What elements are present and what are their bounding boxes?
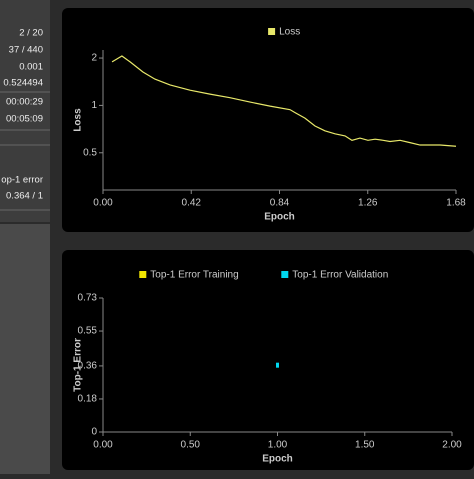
y-tick-label: 0.73 bbox=[78, 293, 98, 304]
x-tick-label: 0.42 bbox=[182, 198, 202, 209]
legend-swatch bbox=[268, 28, 276, 35]
y-tick-label: 0.55 bbox=[78, 326, 98, 337]
x-tick-label: 0.00 bbox=[93, 440, 113, 451]
status-value: 00:05:09 bbox=[6, 114, 43, 125]
legend-label: Loss bbox=[279, 27, 300, 38]
legend-label: Top-1 Error Validation bbox=[292, 270, 388, 281]
status-value: 2 / 20 bbox=[19, 28, 43, 39]
y-tick-label: 0.5 bbox=[83, 147, 97, 158]
y-tick-label: 0 bbox=[91, 427, 97, 438]
status-value: 37 / 440 bbox=[9, 45, 43, 56]
y-axis-label: Top-1 Error bbox=[73, 338, 84, 392]
status-value: 00:00:29 bbox=[6, 97, 43, 108]
chart-panel bbox=[62, 8, 474, 232]
y-tick-label: 1 bbox=[91, 100, 97, 111]
y-tick-label: 0.36 bbox=[78, 361, 98, 372]
legend-label: Top-1 Error Training bbox=[150, 270, 238, 281]
loss-line bbox=[111, 55, 457, 147]
x-tick-label: 1.68 bbox=[446, 198, 466, 209]
sidebar bbox=[0, 0, 50, 222]
x-tick-label: 0.84 bbox=[270, 198, 290, 209]
x-tick-label: 1.50 bbox=[355, 440, 375, 451]
legend-swatch bbox=[281, 271, 289, 278]
status-value: 0.364 / 1 bbox=[6, 191, 43, 202]
x-tick-label: 0.00 bbox=[93, 198, 113, 209]
y-tick-label: 0.18 bbox=[78, 394, 98, 405]
x-tick-label: 1.00 bbox=[268, 440, 288, 451]
data-point bbox=[276, 362, 279, 368]
x-tick-label: 1.26 bbox=[358, 198, 378, 209]
sidebar-lower bbox=[0, 224, 50, 474]
x-axis-label: Epoch bbox=[264, 212, 295, 223]
y-tick-label: 2 bbox=[91, 53, 97, 64]
status-value: 0.001 bbox=[19, 62, 43, 73]
x-axis-label: Epoch bbox=[262, 454, 293, 465]
legend-swatch bbox=[139, 271, 147, 278]
x-tick-label: 0.50 bbox=[181, 440, 201, 451]
status-value: 0.524494 bbox=[3, 78, 43, 89]
x-tick-label: 2.00 bbox=[442, 440, 462, 451]
chart-panel bbox=[62, 250, 474, 470]
y-axis-label: Loss bbox=[73, 108, 84, 132]
status-value: op-1 error bbox=[1, 175, 43, 186]
